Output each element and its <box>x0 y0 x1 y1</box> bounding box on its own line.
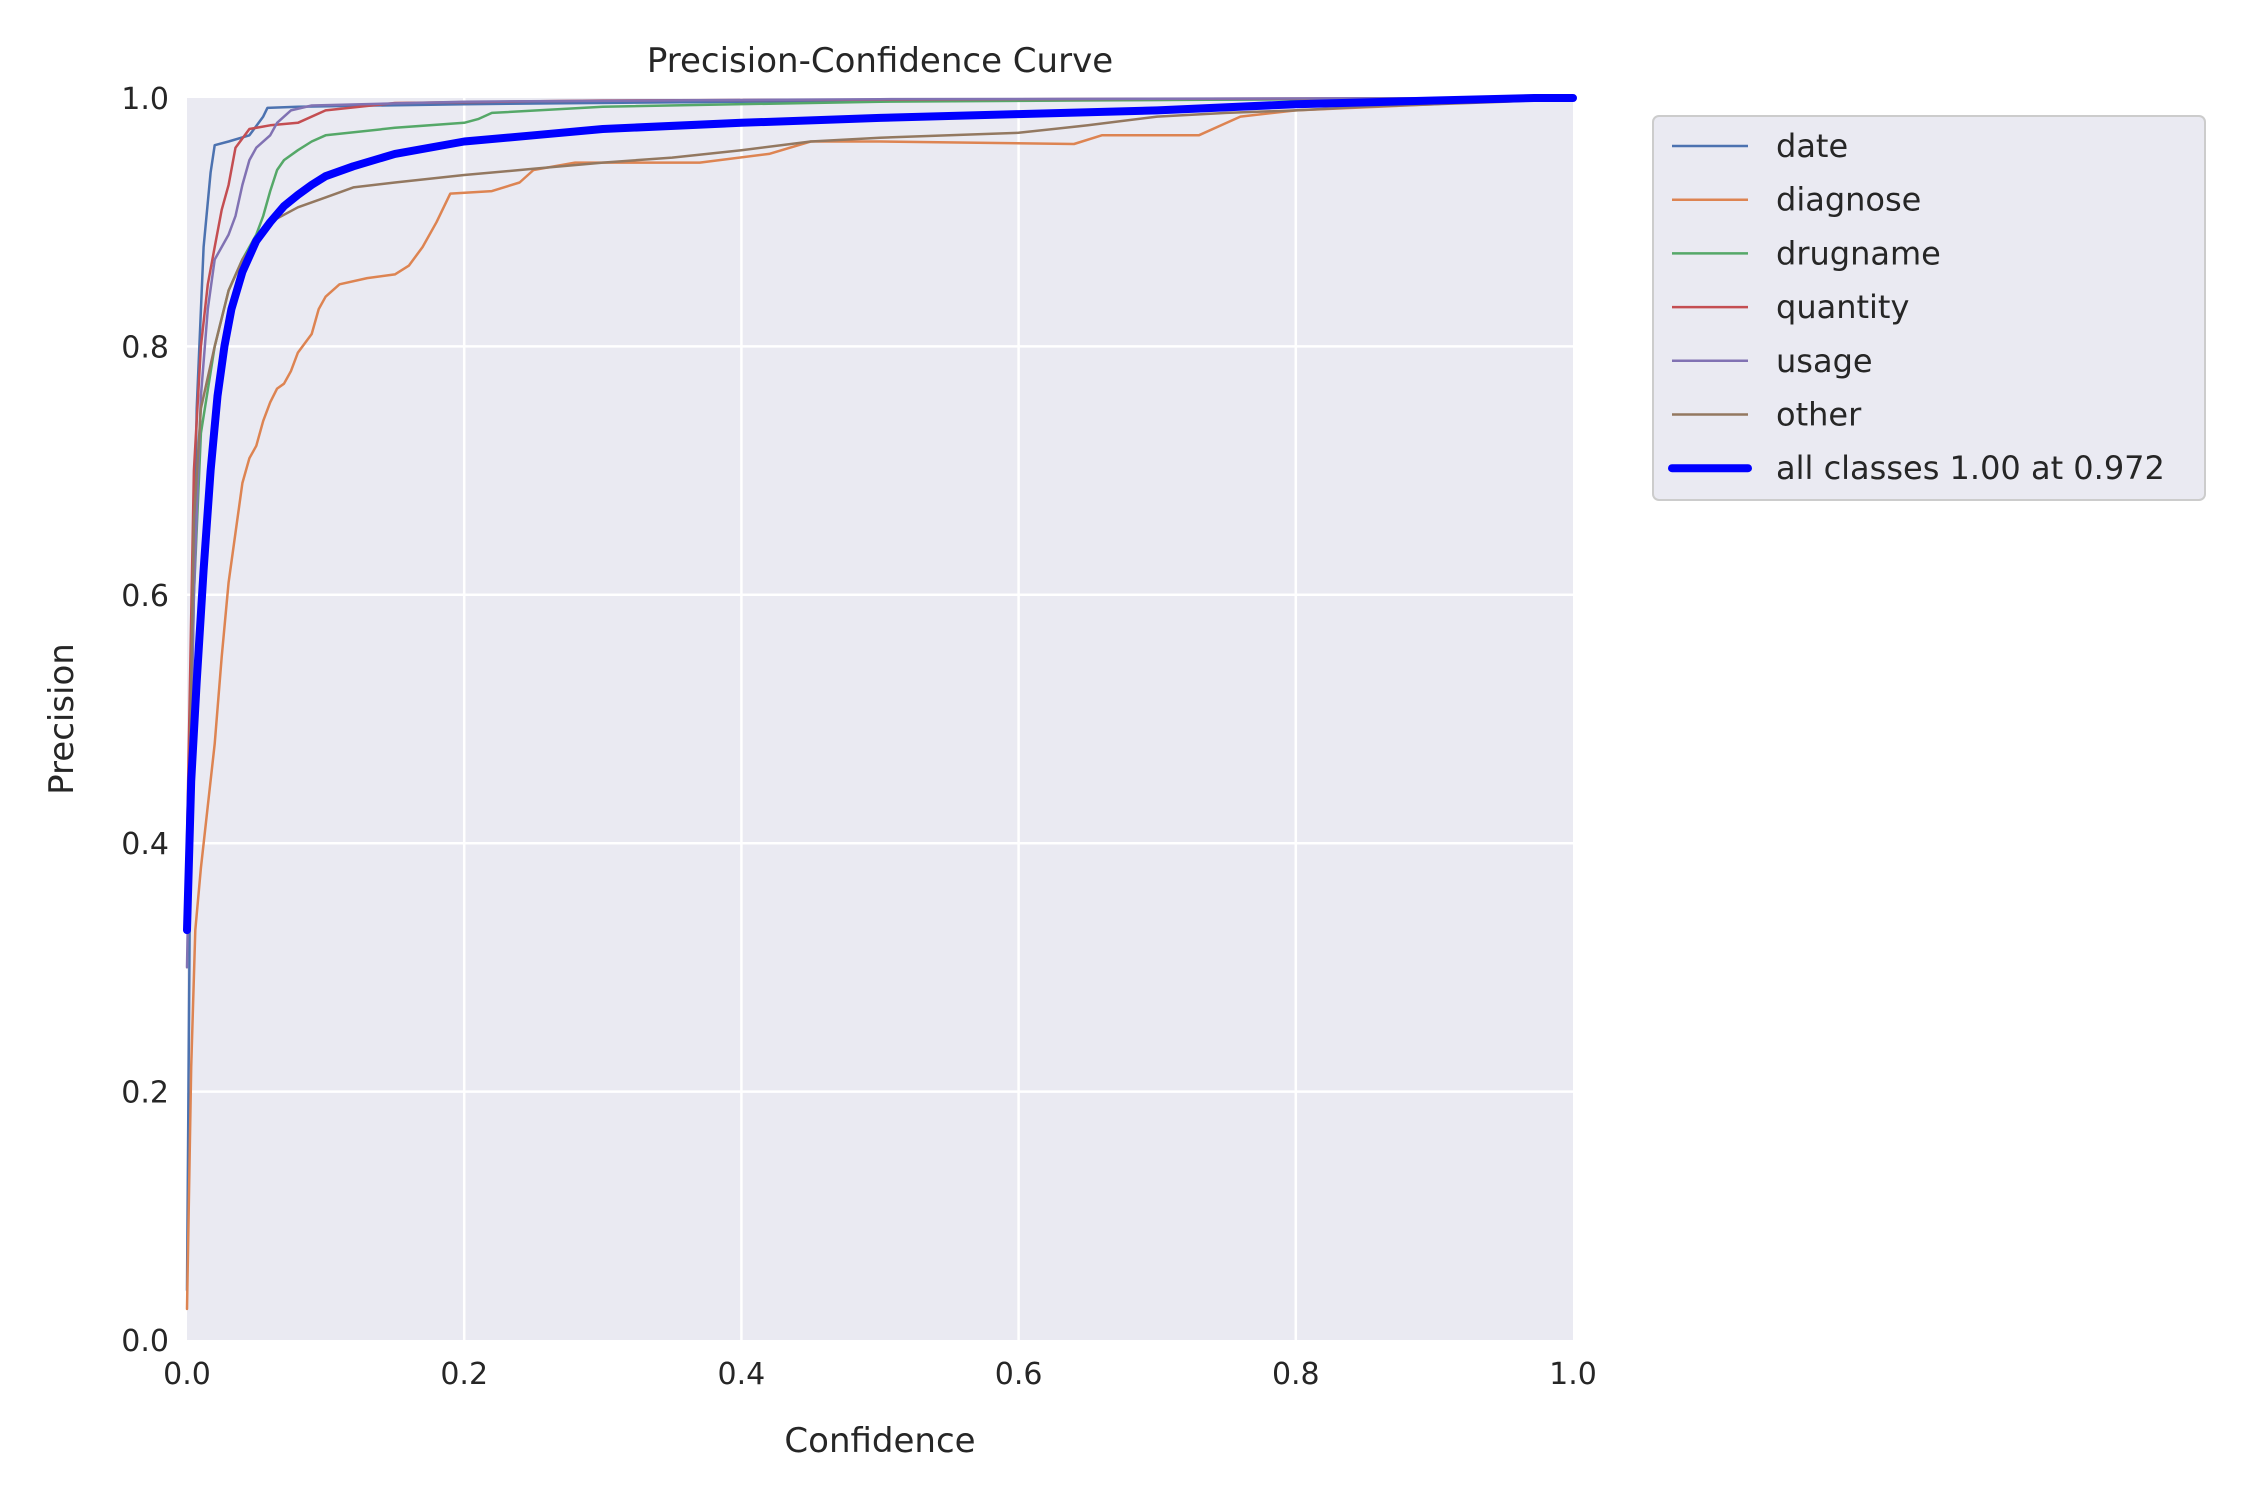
y-tick-label: 0.4 <box>121 827 169 862</box>
series-line-diagnose <box>185 96 1575 1311</box>
plot-background <box>187 98 1573 1340</box>
legend-label-usage: usage <box>1776 342 1873 380</box>
y-tick-label: 0.6 <box>121 579 169 614</box>
series-line-all <box>183 94 1577 935</box>
axis-ticks: 0.0 0.2 0.4 0.6 0.8 1.0 0.0 0.2 0.4 0.6 0.8 1.0 <box>121 82 1597 1392</box>
grid-lines <box>187 98 1573 1340</box>
x-tick-label: 1.0 <box>1549 1357 1597 1392</box>
legend-label-quantity: quantity <box>1776 288 1909 326</box>
series-lines <box>183 94 1577 1311</box>
legend-label-other: other <box>1776 396 1862 434</box>
series-line-usage <box>185 96 1575 969</box>
x-tick-label: 0.2 <box>440 1357 488 1392</box>
y-tick-label: 0.0 <box>121 1324 169 1359</box>
chart-title: Precision-Confidence Curve <box>647 41 1113 81</box>
legend-label-diagnose: diagnose <box>1776 181 1921 219</box>
x-tick-label: 0.6 <box>995 1357 1043 1392</box>
x-tick-label: 0.8 <box>1272 1357 1320 1392</box>
legend-label-all: all classes 1.00 at 0.972 <box>1776 449 2165 487</box>
x-axis-label: Confidence <box>784 1421 975 1461</box>
legend-label-date: date <box>1776 127 1848 165</box>
y-tick-label: 0.8 <box>121 330 169 365</box>
y-tick-label: 0.2 <box>121 1076 169 1111</box>
x-tick-label: 0.0 <box>163 1357 211 1392</box>
y-tick-label: 1.0 <box>121 82 169 117</box>
series-line-other <box>185 96 1575 932</box>
legend-box <box>1652 115 2206 501</box>
legend: date diagnose drugname quantity usage other al… <box>1652 115 2206 501</box>
x-tick-label: 0.4 <box>718 1357 766 1392</box>
y-axis-label: Precision <box>42 643 82 795</box>
legend-label-drugname: drugname <box>1776 234 1941 272</box>
